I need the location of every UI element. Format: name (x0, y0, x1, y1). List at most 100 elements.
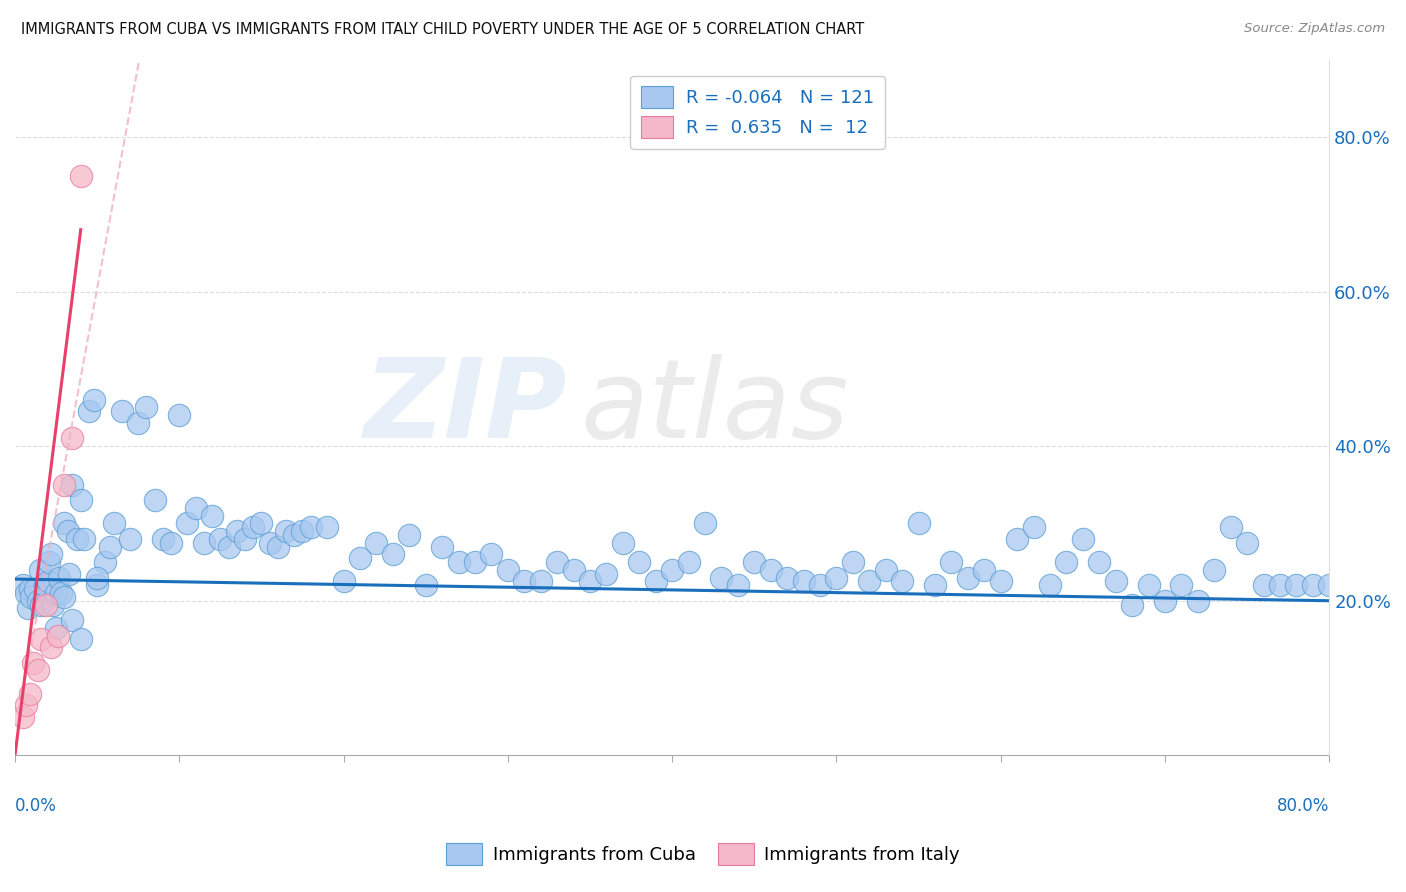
Point (35, 598, 58, 612)
Point (1105, 574, 1128, 589)
Point (415, 578, 437, 592)
Point (496, 563, 519, 577)
Point (990, 574, 1012, 589)
Point (242, 520, 264, 534)
Point (143, 493, 166, 508)
Text: 0.0%: 0.0% (15, 797, 56, 815)
Point (66, 532, 89, 546)
Point (907, 516, 929, 531)
Point (259, 535, 281, 549)
Point (447, 555, 470, 569)
Point (661, 563, 683, 577)
Point (678, 555, 700, 569)
Point (464, 555, 486, 569)
Point (299, 520, 322, 534)
Point (612, 535, 634, 549)
Point (20, 590, 42, 604)
Point (184, 500, 207, 515)
Point (225, 524, 247, 538)
Point (18, 686, 41, 700)
Point (891, 574, 914, 589)
Point (27, 663, 49, 677)
Point (45, 586, 67, 600)
Point (562, 563, 585, 577)
Point (169, 408, 191, 422)
Point (1253, 578, 1275, 592)
Point (274, 524, 297, 538)
Point (218, 540, 240, 554)
Point (579, 574, 602, 589)
Point (18, 582, 41, 596)
Point (1005, 532, 1028, 546)
Point (1022, 520, 1045, 534)
Point (1219, 520, 1241, 534)
Point (127, 416, 149, 430)
Point (103, 516, 125, 531)
Point (628, 555, 651, 569)
Point (973, 563, 995, 577)
Point (250, 516, 273, 531)
Point (316, 520, 339, 534)
Point (69, 493, 91, 508)
Point (793, 574, 815, 589)
Point (30, 632, 52, 647)
Point (86, 578, 108, 592)
Point (56, 524, 79, 538)
Point (176, 516, 198, 531)
Point (15, 698, 38, 712)
Point (644, 574, 666, 589)
Point (283, 528, 305, 542)
Point (62, 477, 84, 491)
Point (398, 528, 420, 542)
Point (332, 574, 354, 589)
Point (22, 656, 45, 670)
Point (595, 566, 617, 581)
Point (1121, 598, 1143, 612)
Point (13, 578, 35, 592)
Point (86, 570, 108, 584)
Point (1039, 578, 1062, 592)
Point (808, 578, 831, 592)
Point (233, 532, 256, 546)
Point (94, 555, 117, 569)
Point (1285, 578, 1308, 592)
Point (135, 401, 157, 415)
Point (1170, 578, 1192, 592)
Point (825, 570, 848, 584)
Point (62, 431, 84, 445)
Point (727, 578, 749, 592)
Point (1317, 578, 1340, 592)
Point (875, 563, 897, 577)
Legend: Immigrants from Cuba, Immigrants from Italy: Immigrants from Cuba, Immigrants from It… (439, 836, 967, 872)
Point (381, 547, 404, 561)
Point (481, 547, 503, 561)
Point (776, 570, 799, 584)
Point (62, 613, 84, 627)
Point (842, 555, 865, 569)
Point (941, 555, 963, 569)
Point (1204, 563, 1226, 577)
Point (201, 508, 224, 523)
Text: IMMIGRANTS FROM CUBA VS IMMIGRANTS FROM ITALY CHILD POVERTY UNDER THE AGE OF 5 C: IMMIGRANTS FROM CUBA VS IMMIGRANTS FROM … (21, 22, 865, 37)
Point (69, 169, 91, 183)
Point (53, 477, 76, 491)
Point (118, 532, 141, 546)
Point (1054, 555, 1077, 569)
Point (209, 532, 232, 546)
Point (291, 524, 314, 538)
Point (152, 532, 174, 546)
Point (17, 601, 39, 615)
Point (160, 535, 183, 549)
Point (742, 555, 765, 569)
Point (349, 551, 371, 566)
Point (28, 563, 51, 577)
Text: atlas: atlas (581, 354, 849, 461)
Point (1187, 593, 1209, 607)
Point (24, 582, 46, 596)
Point (53, 516, 76, 531)
Point (693, 516, 716, 531)
Point (366, 535, 388, 549)
Point (15, 586, 38, 600)
Point (30, 598, 52, 612)
Point (34, 578, 56, 592)
